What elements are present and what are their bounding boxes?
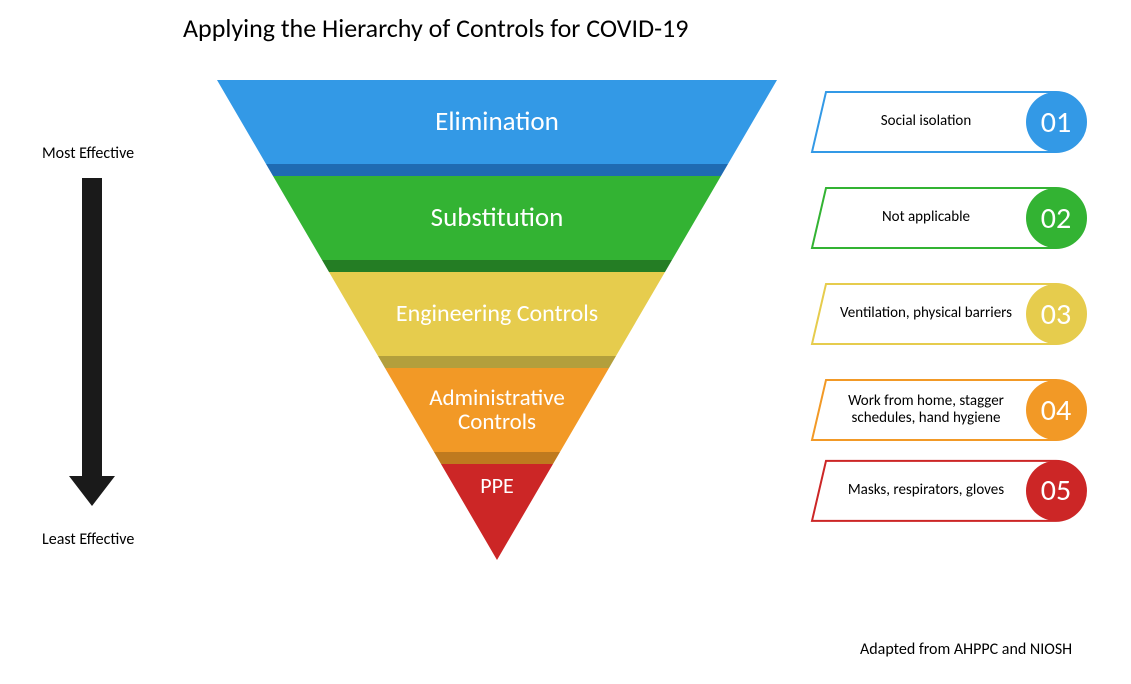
funnel-shadow-3 (378, 356, 616, 368)
callout-text-1: Social isolation (826, 92, 1026, 152)
callout-number-1: 01 (1026, 92, 1086, 152)
arrow-shape (69, 178, 115, 506)
callout-number-3: 03 (1026, 284, 1086, 344)
callout-text-3: Ventilation, physical barriers (826, 284, 1026, 344)
level-label-3: Engineering Controls (329, 272, 665, 356)
callout-number-5: 05 (1026, 461, 1086, 521)
funnel-shadow-1 (266, 164, 728, 176)
callout-text-4: Work from home, stagger schedules, hand … (826, 380, 1026, 440)
funnel-shadow-4 (434, 452, 560, 464)
page-title: Applying the Hierarchy of Controls for C… (183, 12, 688, 44)
most-effective-label: Most Effective (42, 144, 134, 163)
least-effective-label: Least Effective (42, 530, 134, 549)
level-label-5: PPE (441, 464, 553, 507)
callout-number-2: 02 (1026, 188, 1086, 248)
level-label-4: Administrative Controls (385, 368, 609, 452)
callout-text-2: Not applicable (826, 188, 1026, 248)
infographic-canvas: Applying the Hierarchy of Controls for C… (0, 0, 1131, 684)
funnel-shadow-2 (322, 260, 672, 272)
callout-number-4: 04 (1026, 380, 1086, 440)
level-label-2: Substitution (273, 176, 721, 260)
callout-text-5: Masks, respirators, gloves (826, 461, 1026, 521)
effectiveness-arrow (69, 178, 115, 506)
level-label-1: Elimination (217, 80, 777, 164)
credit-text: Adapted from AHPPC and NIOSH (860, 640, 1072, 659)
